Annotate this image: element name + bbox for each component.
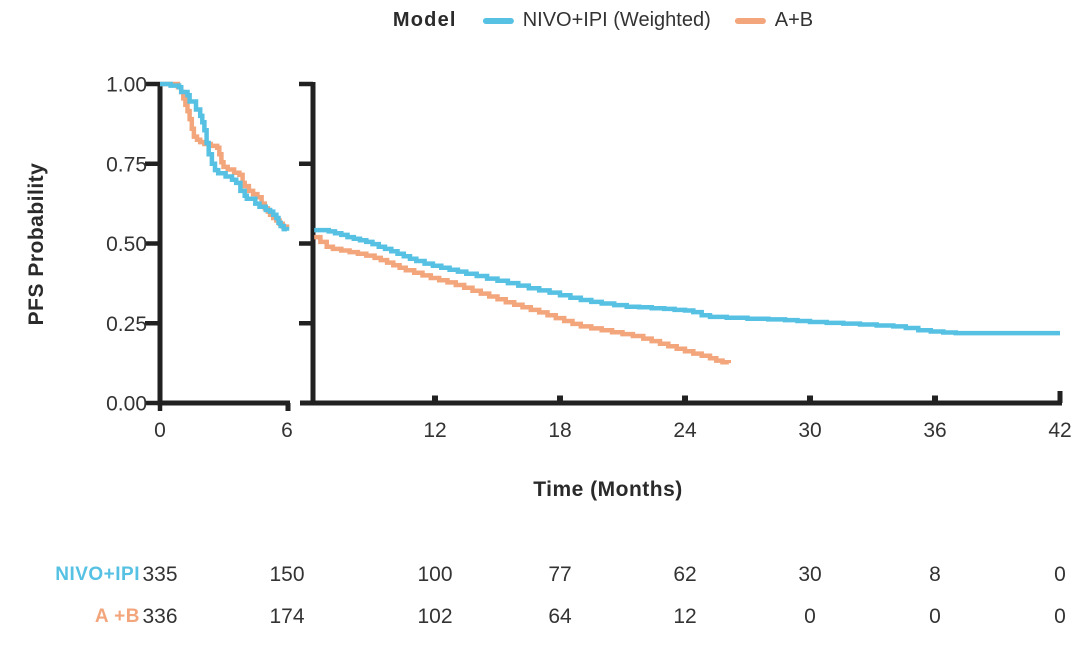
x-tick-label: 36 (923, 419, 946, 442)
risk-value-cell: 0 (1054, 605, 1066, 628)
y-tick-label: 0.50 (106, 233, 147, 256)
x-tick-label: 6 (281, 419, 293, 442)
x-tick-label: 42 (1048, 419, 1071, 442)
km-curve-nivo-ipi-segment2 (314, 227, 1060, 336)
legend: Model NIVO+IPI (Weighted) A+B (393, 9, 813, 32)
risk-row-label-nivo-ipi: NIVO+IPI (55, 564, 140, 585)
risk-value-cell: 62 (673, 563, 697, 586)
x-tick-mark (432, 395, 438, 403)
risk-value-cell: 102 (417, 605, 453, 628)
risk-value-cell: 335 (142, 563, 178, 586)
legend-item-label: NIVO+IPI (Weighted) (522, 9, 711, 31)
risk-value-cell: 100 (417, 563, 453, 586)
risk-value-cell: 8 (929, 563, 941, 586)
x-tick-mark (557, 395, 563, 403)
risk-value-cell: 0 (804, 605, 816, 628)
x-axis-title: Time (Months) (533, 478, 683, 501)
x-tick-label: 24 (673, 419, 697, 442)
risk-value-cell: 12 (673, 605, 697, 628)
risk-value-cell: 30 (798, 563, 822, 586)
y-tick-label: 0.75 (106, 153, 147, 176)
legend-item-a-plus-b: A+B (734, 9, 814, 32)
x-tick-mark (932, 395, 938, 403)
legend-item-nivo-ipi-weighted: NIVO+IPI (Weighted) (482, 9, 711, 32)
y-tick-label: 1.00 (106, 74, 147, 97)
x-tick-label: 12 (423, 419, 446, 442)
x-tick-label: 18 (548, 419, 571, 442)
risk-row-label-a-plus-b: A +B (94, 606, 140, 627)
km-curve-a-plus-b-segment2 (314, 234, 732, 365)
x-tick-label: 30 (798, 419, 821, 442)
y-tick-label: 0.00 (106, 393, 147, 416)
risk-value-cell: 336 (142, 605, 178, 628)
x-tick-mark (682, 395, 688, 403)
risk-value-cell: 77 (548, 563, 572, 586)
risk-value-cell: 0 (929, 605, 941, 628)
risk-value-cell: 174 (269, 605, 305, 628)
risk-value-cell: 0 (1054, 563, 1066, 586)
risk-value-cell: 64 (548, 605, 572, 628)
nivo-ipi-line-swatch-icon (482, 17, 514, 24)
risk-value-cell: 150 (269, 563, 305, 586)
x-tick-label: 0 (154, 419, 166, 442)
a-plus-b-line-swatch-icon (734, 17, 766, 24)
y-tick-label: 0.25 (106, 313, 147, 336)
km-plot-svg: 1.00 0.75 0.50 0.25 0.00 0 6 12 18 24 30 36 42 (106, 74, 1072, 443)
legend-title: Model (392, 9, 457, 31)
legend-item-label: A+B (774, 9, 814, 31)
x-tick-mark (807, 395, 813, 403)
km-curve-nivo-ipi-segment1 (160, 81, 290, 232)
